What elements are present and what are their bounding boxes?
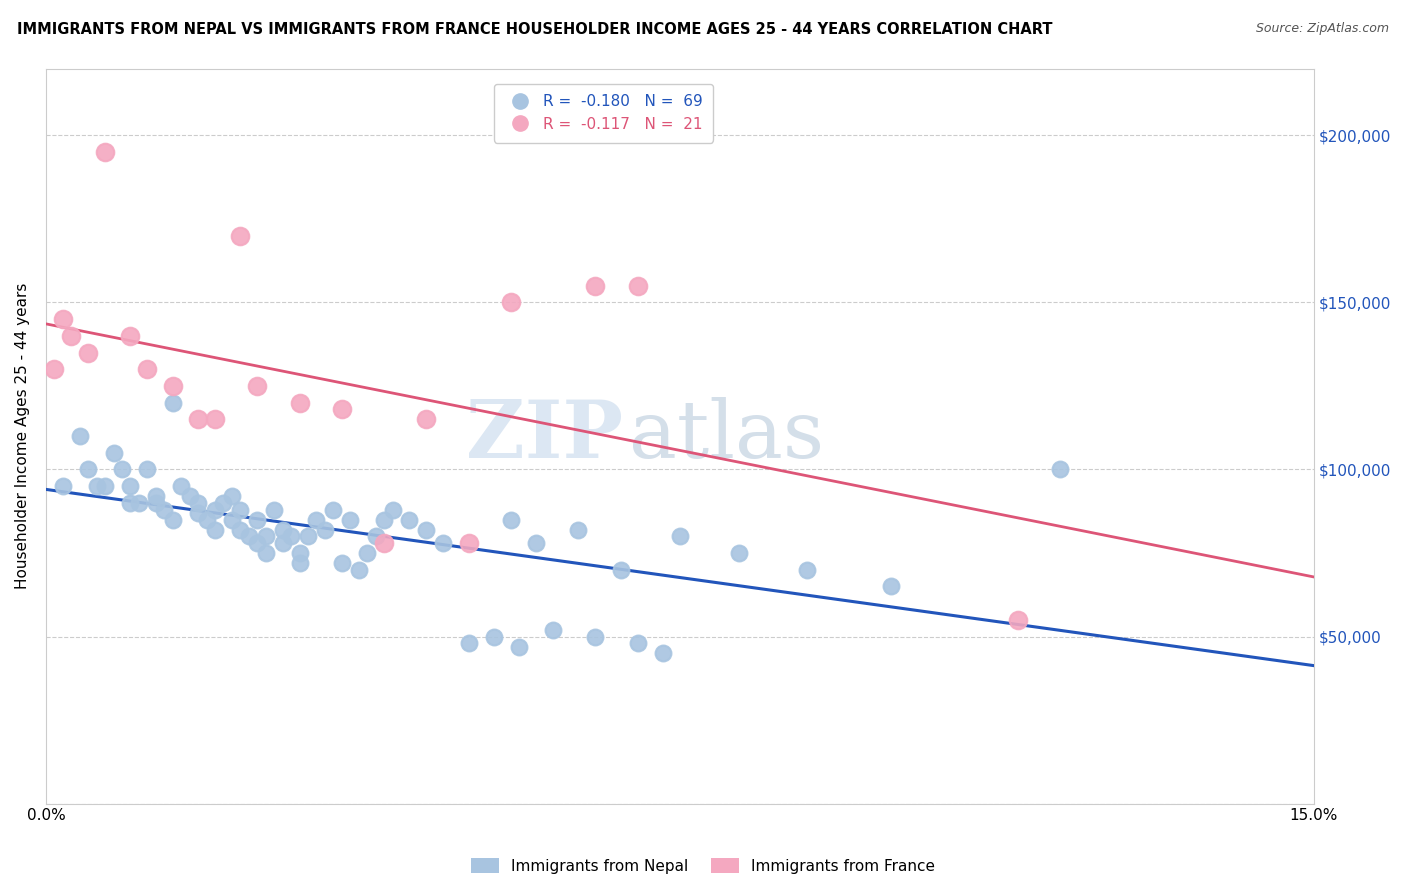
Point bbox=[128, 496, 150, 510]
Point bbox=[254, 529, 277, 543]
Point bbox=[796, 563, 818, 577]
Point bbox=[288, 556, 311, 570]
Point bbox=[246, 513, 269, 527]
Point bbox=[162, 513, 184, 527]
Point bbox=[187, 496, 209, 510]
Point bbox=[229, 523, 252, 537]
Point bbox=[373, 536, 395, 550]
Point bbox=[583, 630, 606, 644]
Point bbox=[305, 513, 328, 527]
Point bbox=[204, 523, 226, 537]
Point bbox=[94, 145, 117, 159]
Point bbox=[136, 362, 159, 376]
Point bbox=[297, 529, 319, 543]
Point bbox=[145, 496, 167, 510]
Point bbox=[457, 636, 479, 650]
Point bbox=[44, 362, 66, 376]
Point bbox=[60, 328, 83, 343]
Point bbox=[626, 278, 648, 293]
Point bbox=[652, 646, 675, 660]
Point bbox=[86, 479, 108, 493]
Text: ZIP: ZIP bbox=[465, 397, 623, 475]
Point bbox=[669, 529, 692, 543]
Point bbox=[153, 502, 176, 516]
Point bbox=[170, 479, 193, 493]
Point bbox=[94, 479, 117, 493]
Point bbox=[204, 502, 226, 516]
Point bbox=[541, 623, 564, 637]
Point bbox=[567, 523, 589, 537]
Legend: Immigrants from Nepal, Immigrants from France: Immigrants from Nepal, Immigrants from F… bbox=[465, 852, 941, 880]
Point bbox=[583, 278, 606, 293]
Point bbox=[162, 379, 184, 393]
Point bbox=[288, 546, 311, 560]
Point bbox=[52, 312, 75, 326]
Point bbox=[103, 446, 125, 460]
Point bbox=[52, 479, 75, 493]
Point bbox=[238, 529, 260, 543]
Point bbox=[609, 563, 631, 577]
Point bbox=[322, 502, 344, 516]
Point bbox=[432, 536, 454, 550]
Point bbox=[271, 523, 294, 537]
Point bbox=[69, 429, 91, 443]
Point bbox=[179, 489, 201, 503]
Point bbox=[339, 513, 361, 527]
Point bbox=[120, 328, 142, 343]
Y-axis label: Householder Income Ages 25 - 44 years: Householder Income Ages 25 - 44 years bbox=[15, 283, 30, 590]
Point bbox=[381, 502, 404, 516]
Text: Source: ZipAtlas.com: Source: ZipAtlas.com bbox=[1256, 22, 1389, 36]
Point bbox=[162, 395, 184, 409]
Point bbox=[524, 536, 547, 550]
Point bbox=[111, 462, 134, 476]
Point bbox=[398, 513, 420, 527]
Point bbox=[314, 523, 336, 537]
Point bbox=[728, 546, 751, 560]
Legend: R =  -0.180   N =  69, R =  -0.117   N =  21: R = -0.180 N = 69, R = -0.117 N = 21 bbox=[494, 84, 713, 143]
Point bbox=[195, 513, 218, 527]
Point bbox=[280, 529, 302, 543]
Point bbox=[508, 640, 530, 654]
Point bbox=[77, 345, 100, 359]
Point bbox=[330, 556, 353, 570]
Text: IMMIGRANTS FROM NEPAL VS IMMIGRANTS FROM FRANCE HOUSEHOLDER INCOME AGES 25 - 44 : IMMIGRANTS FROM NEPAL VS IMMIGRANTS FROM… bbox=[17, 22, 1052, 37]
Text: atlas: atlas bbox=[628, 397, 824, 475]
Point bbox=[187, 412, 209, 426]
Point bbox=[229, 502, 252, 516]
Point bbox=[499, 295, 522, 310]
Point bbox=[499, 513, 522, 527]
Point bbox=[229, 228, 252, 243]
Point bbox=[246, 379, 269, 393]
Point bbox=[347, 563, 370, 577]
Point bbox=[457, 536, 479, 550]
Point bbox=[626, 636, 648, 650]
Point bbox=[271, 536, 294, 550]
Point bbox=[77, 462, 100, 476]
Point bbox=[482, 630, 505, 644]
Point bbox=[187, 506, 209, 520]
Point bbox=[212, 496, 235, 510]
Point bbox=[415, 523, 437, 537]
Point bbox=[415, 412, 437, 426]
Point bbox=[356, 546, 378, 560]
Point bbox=[221, 489, 243, 503]
Point bbox=[288, 395, 311, 409]
Point bbox=[246, 536, 269, 550]
Point bbox=[204, 412, 226, 426]
Point bbox=[136, 462, 159, 476]
Point bbox=[1007, 613, 1029, 627]
Point bbox=[330, 402, 353, 417]
Point bbox=[145, 489, 167, 503]
Point bbox=[254, 546, 277, 560]
Point bbox=[364, 529, 387, 543]
Point bbox=[120, 496, 142, 510]
Point bbox=[221, 513, 243, 527]
Point bbox=[880, 579, 903, 593]
Point bbox=[373, 513, 395, 527]
Point bbox=[1049, 462, 1071, 476]
Point bbox=[263, 502, 285, 516]
Point bbox=[120, 479, 142, 493]
